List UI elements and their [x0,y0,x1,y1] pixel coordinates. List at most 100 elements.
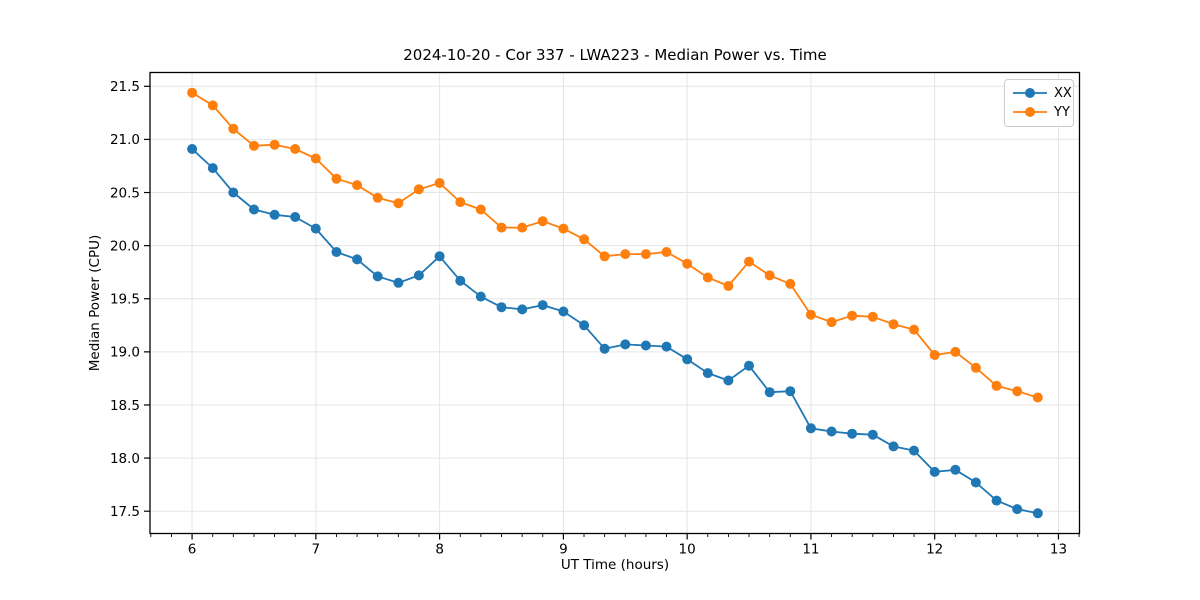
data-point-yy [372,192,383,203]
y-tick-label: 18.0 [110,451,140,467]
data-point-xx [620,339,631,350]
data-point-yy [290,144,301,154]
data-point-yy [393,198,404,209]
legend: XX YY [1004,79,1074,127]
data-point-xx [991,495,1002,506]
data-point-yy [352,180,363,191]
y-tick-label: 21.5 [110,79,140,95]
data-point-xx [1012,504,1023,515]
data-point-yy [826,317,837,328]
data-point-yy [661,247,672,257]
data-point-yy [187,87,198,98]
legend-line-xx-icon [1013,88,1047,98]
data-point-yy [475,204,486,215]
data-point-xx [950,464,961,475]
legend-label-xx: XX [1054,85,1072,101]
data-point-xx [867,429,878,440]
y-tick-label: 17.5 [110,504,140,520]
data-point-yy [434,178,445,188]
data-point-yy [970,362,981,373]
data-point-xx [661,341,672,352]
data-point-yy [496,222,507,233]
data-point-yy [310,153,321,164]
data-point-xx [599,343,610,354]
data-point-yy [847,310,858,321]
data-point-xx [413,270,424,281]
legend-label-yy: YY [1054,104,1070,120]
x-tick-label: 9 [559,542,568,558]
data-point-yy [269,139,280,150]
data-point-yy [785,278,796,289]
y-tick-label: 21.0 [110,132,140,148]
data-point-xx [826,426,837,437]
data-point-xx [187,144,198,154]
data-point-xx [352,254,363,265]
data-point-xx [682,354,693,365]
data-point-yy [207,100,218,111]
data-point-yy [517,222,528,233]
x-axis-label: UT Time (hours) [560,557,670,573]
data-point-yy [867,311,878,322]
data-point-xx [207,163,218,174]
x-tick-label: 6 [188,542,197,558]
data-point-yy [764,270,775,281]
legend-line-yy-icon [1013,107,1047,117]
chart-title: 2024-10-20 - Cor 337 - LWA223 - Median P… [403,46,827,64]
data-point-xx [764,387,775,398]
data-point-yy [620,249,631,260]
data-point-yy [599,251,610,262]
data-point-xx [249,204,259,215]
data-point-xx [640,340,651,351]
data-point-xx [785,386,796,397]
data-point-xx [744,360,754,371]
x-tick-label: 11 [802,542,819,558]
data-point-yy [228,123,239,134]
data-point-yy [249,140,259,151]
data-point-yy [1032,392,1043,403]
data-point-xx [537,300,548,311]
data-point-yy [888,319,899,330]
data-point-yy [723,281,734,291]
data-point-yy [1012,386,1023,397]
data-point-yy [640,249,651,260]
data-point-xx [1032,508,1043,519]
data-point-xx [702,368,713,379]
data-point-xx [970,477,981,488]
y-tick-label: 19.0 [110,345,140,361]
data-point-yy [991,380,1002,391]
x-tick-label: 12 [926,542,943,558]
x-tick-label: 7 [312,542,321,558]
data-point-yy [558,223,569,234]
data-point-xx [723,375,734,386]
data-point-xx [558,306,569,317]
data-point-xx [517,304,528,315]
plot-border [149,71,1081,535]
data-point-xx [310,223,321,234]
data-point-yy [805,309,816,320]
data-point-yy [413,184,424,195]
x-tick-label: 10 [679,542,696,558]
y-tick-label: 20.5 [110,185,140,201]
data-point-xx [434,251,445,262]
data-point-xx [372,271,383,282]
data-point-yy [682,258,693,269]
data-point-yy [702,272,713,283]
data-point-yy [537,216,548,227]
data-point-yy [331,173,342,184]
x-tick-label: 8 [435,542,444,558]
data-point-yy [929,350,940,360]
data-point-xx [847,428,858,439]
data-point-xx [929,466,940,477]
data-point-xx [496,302,507,313]
data-point-xx [228,187,239,198]
x-tick-label: 13 [1050,542,1067,558]
data-point-xx [888,441,899,452]
data-point-xx [290,212,301,222]
data-point-xx [475,291,486,302]
data-point-xx [579,320,590,331]
legend-item-xx: XX [1012,85,1072,101]
legend-item-yy: YY [1012,104,1070,120]
data-point-yy [455,197,466,208]
